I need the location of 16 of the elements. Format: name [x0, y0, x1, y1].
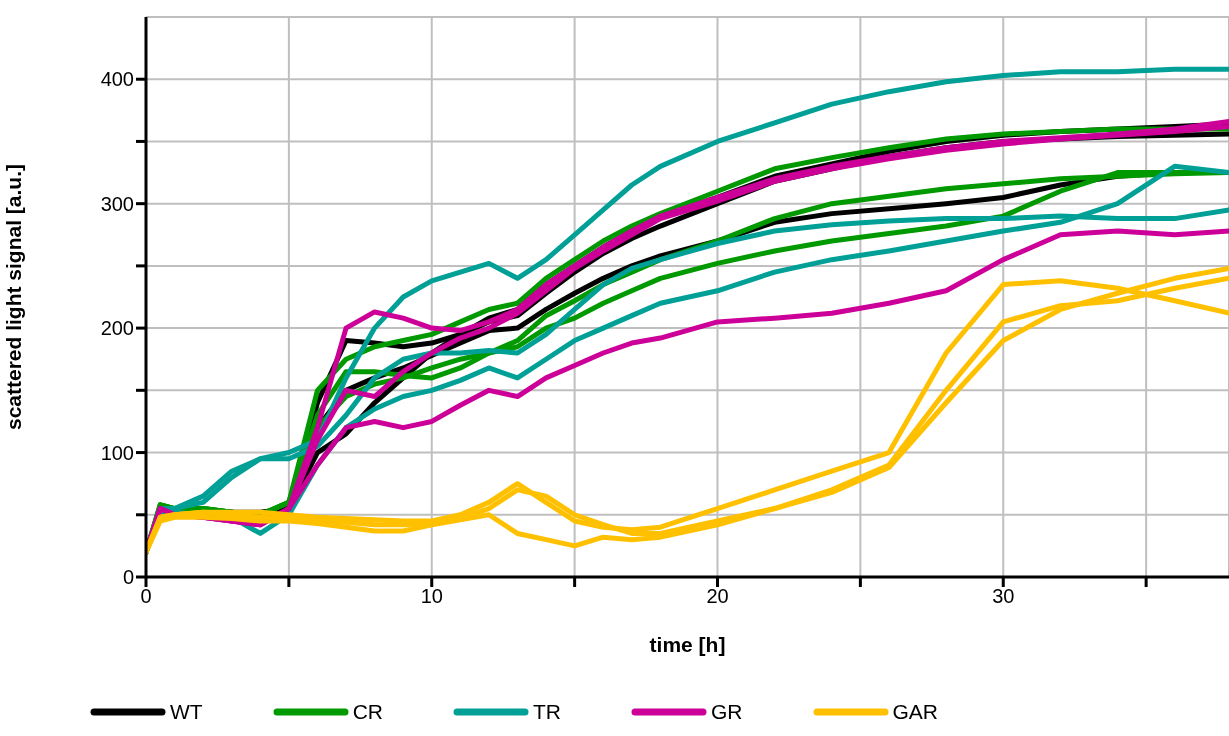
x-tick-label: 20	[706, 585, 729, 608]
x-tick-label: 0	[140, 585, 152, 608]
y-axis-title: scattered light signal [a.u.]	[2, 163, 26, 431]
legend-label: WT	[170, 700, 203, 724]
x-tick-label: 30	[992, 585, 1015, 608]
y-tick-label: 400	[100, 68, 134, 91]
legend-label: TR	[533, 700, 561, 724]
y-tick-label: 100	[100, 441, 134, 464]
y-tick-label: 0	[122, 566, 134, 589]
x-tick-label: 10	[420, 585, 443, 608]
y-tick-label: 300	[100, 192, 134, 215]
legend-label: GR	[711, 700, 743, 724]
legend-label: CR	[352, 700, 383, 724]
y-tick-label: 200	[100, 317, 134, 340]
x-axis-title: time [h]	[649, 633, 726, 656]
legend-label: GAR	[892, 700, 939, 724]
